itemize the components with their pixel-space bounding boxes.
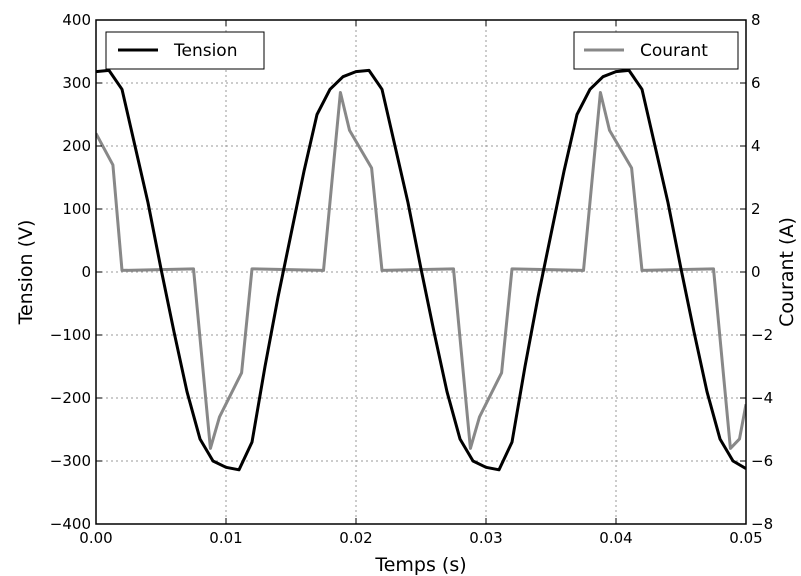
y-axis-left-label: Tension (V) [15, 220, 37, 326]
legend-courant: Courant [573, 31, 739, 70]
y-left-tick-label: 0 [81, 263, 91, 281]
y-left-tick-label: 300 [62, 74, 91, 92]
y-right-tick-label: −2 [751, 326, 773, 344]
series-line-tension [96, 68, 746, 472]
y-left-tick-label: −300 [50, 452, 91, 470]
tick-labels: 0.00 0.01 0.02 0.03 0.04 0.05 400 300 200 100 0 −10… [50, 11, 773, 547]
series-line-courant [96, 90, 746, 450]
y-right-tick-label: 8 [751, 11, 761, 29]
x-tick-label: 0.00 [79, 529, 112, 547]
y-right-tick-label: 2 [751, 200, 761, 218]
y-axis-right-label: Courant (A) [776, 217, 798, 327]
y-left-tick-label: −200 [50, 389, 91, 407]
y-left-tick-label: 400 [62, 11, 91, 29]
legend-courant-label: Courant [640, 41, 708, 61]
x-tick-label: 0.03 [469, 529, 502, 547]
y-right-tick-label: −8 [751, 515, 773, 533]
legend-courant-box [573, 31, 739, 70]
x-tick-label: 0.01 [209, 529, 242, 547]
x-tick-label: 0.04 [599, 529, 632, 547]
legend-tension: Tension [105, 31, 265, 70]
y-right-tick-label: 6 [751, 74, 761, 92]
series-layer [96, 68, 746, 472]
y-right-tick-label: −4 [751, 389, 773, 407]
x-tick-label: 0.05 [729, 529, 762, 547]
y-right-tick-label: 0 [751, 263, 761, 281]
x-axis-label: Temps (s) [374, 554, 466, 576]
x-tick-label: 0.02 [339, 529, 372, 547]
ticks [95, 19, 747, 525]
legend-tension-label: Tension [173, 41, 237, 61]
y-left-tick-label: 100 [62, 200, 91, 218]
y-left-tick-label: −100 [50, 326, 91, 344]
y-right-tick-label: 4 [751, 137, 761, 155]
y-right-tick-label: −6 [751, 452, 773, 470]
y-left-tick-label: 200 [62, 137, 91, 155]
y-left-tick-label: −400 [50, 515, 91, 533]
